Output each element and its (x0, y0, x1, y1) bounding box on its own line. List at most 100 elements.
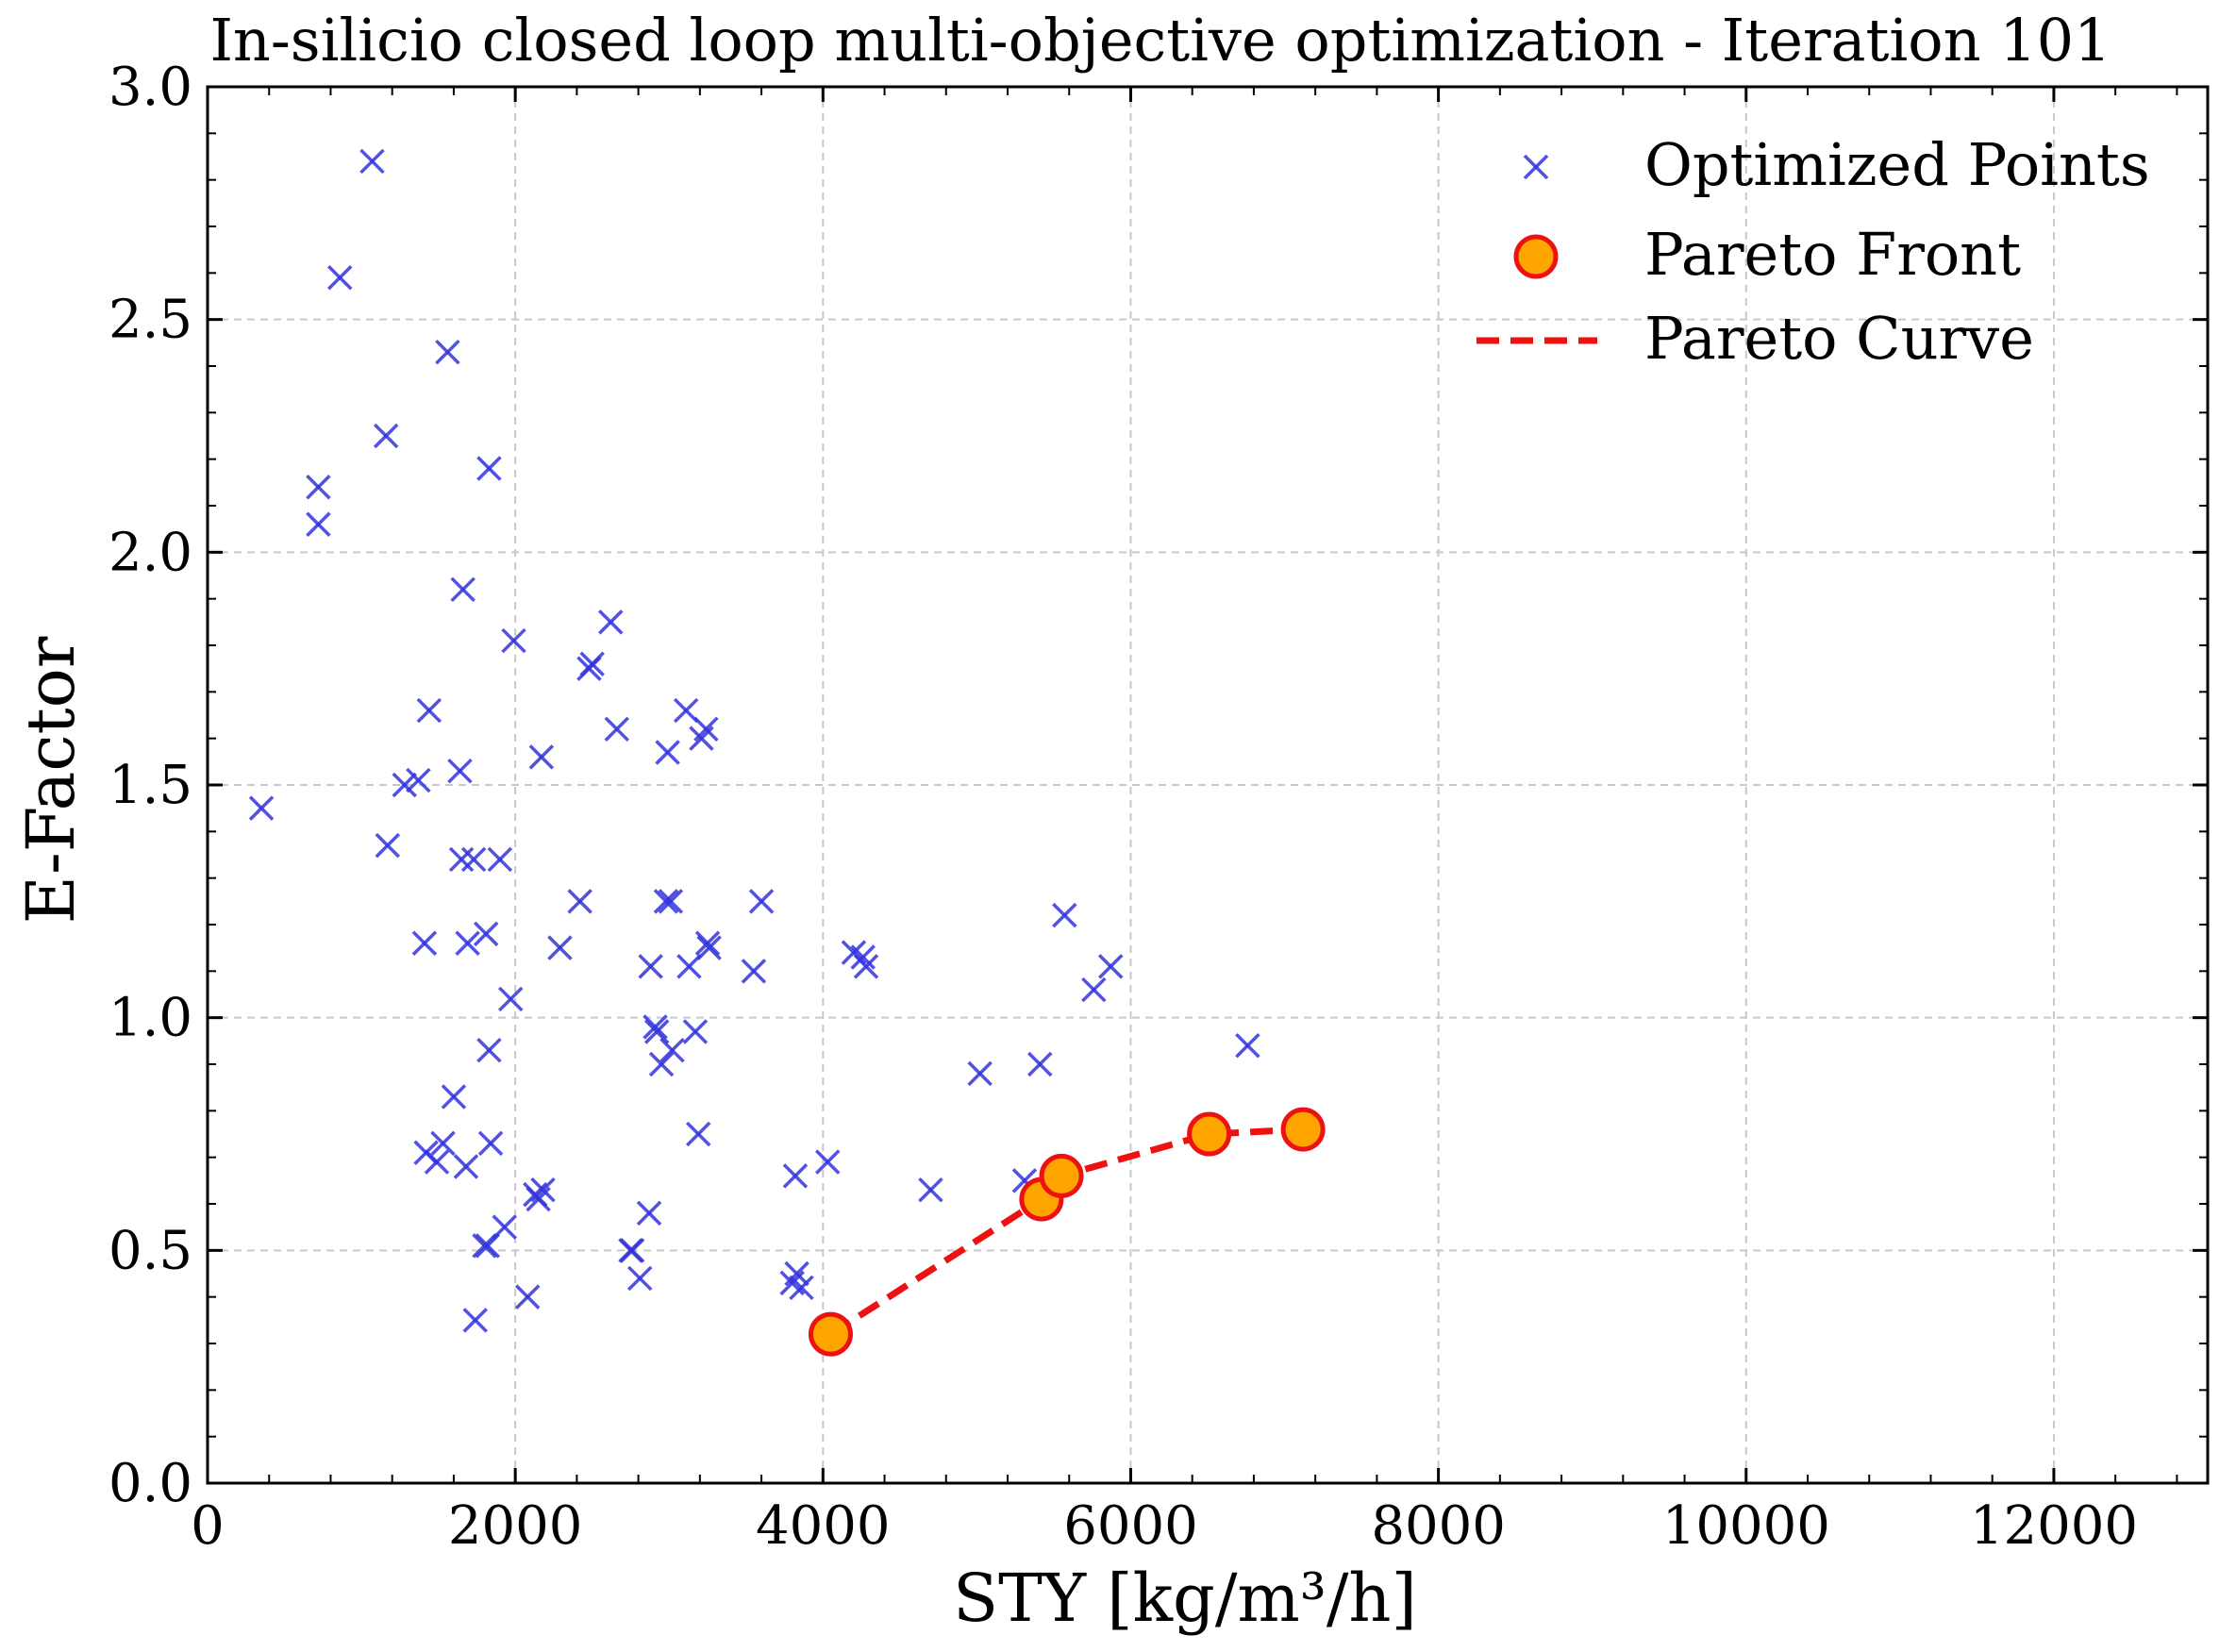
optimized-point (455, 930, 480, 956)
plot-frame (206, 85, 2210, 1485)
optimized-point (475, 1233, 501, 1259)
x-marker-stroke (1052, 902, 1077, 928)
x-marker-stroke (967, 1060, 993, 1087)
optimized-point (689, 726, 714, 751)
x-marker-stroke (1235, 1033, 1260, 1059)
optimized-point (462, 1308, 488, 1333)
x-marker-stroke (392, 772, 417, 798)
x-tick-label: 6000 (1063, 1495, 1198, 1557)
optimized-point (619, 1238, 645, 1263)
legend-label-pareto-front: Pareto Front (1644, 220, 2021, 289)
optimized-point (659, 1037, 685, 1063)
x-axis-title: STY [kg/m³/h] (953, 1560, 1417, 1637)
legend-item-pareto-curve: Pareto Curve (1477, 304, 2034, 373)
optimized-point (447, 758, 473, 784)
optimized-point (501, 627, 526, 654)
x-marker-stroke (306, 511, 331, 537)
optimized-point (1235, 1033, 1260, 1059)
x-marker-stroke (359, 148, 385, 175)
x-marker-stroke (682, 1019, 709, 1044)
x-tick-label: 12000 (1970, 1495, 2138, 1557)
x-marker-stroke (460, 846, 487, 873)
optimized-point (411, 930, 438, 956)
x-marker-stroke (850, 944, 876, 970)
x-marker-stroke (430, 1130, 456, 1157)
x-marker-stroke (514, 1284, 541, 1310)
optimized-point (476, 1037, 502, 1063)
x-marker-stroke (779, 1270, 805, 1296)
x-marker-stroke (643, 1019, 670, 1044)
optimized-point (741, 959, 767, 984)
x-marker-stroke (476, 1037, 502, 1063)
optimized-point (642, 1014, 668, 1040)
x-marker-stroke (448, 846, 475, 873)
optimized-point (476, 456, 502, 481)
x-tick-label: 10000 (1662, 1495, 1830, 1557)
y-tick-label: 2.5 (108, 290, 192, 351)
optimized-point (676, 954, 702, 979)
x-marker-stroke (598, 609, 624, 635)
x-marker-stroke (659, 1037, 685, 1063)
chart-title: In-silicio closed loop multi-objective o… (209, 6, 2111, 75)
legend-label-pareto-curve: Pareto Curve (1644, 304, 2034, 373)
optimized-point (682, 1019, 709, 1044)
x-marker-stroke (658, 889, 684, 914)
x-marker-stroke (476, 456, 502, 481)
optimized-point (658, 889, 684, 914)
x-marker-stroke (782, 1163, 809, 1189)
x-marker-stroke (853, 954, 879, 979)
x-marker-stroke (248, 795, 275, 821)
optimized-point (789, 1275, 814, 1301)
optimized-point (424, 1149, 450, 1175)
optimized-point (472, 1233, 497, 1259)
legend-label-optimized-points: Optimized Points (1644, 130, 2150, 199)
x-marker-stroke (441, 1084, 467, 1110)
optimized-point (392, 772, 417, 798)
pareto-front-point (1187, 1111, 1232, 1157)
optimized-point (526, 1186, 551, 1212)
optimized-point (673, 697, 699, 724)
optimized-point (359, 148, 385, 175)
x-marker-stroke (918, 1176, 943, 1203)
x-marker-stroke (475, 1233, 501, 1259)
optimized-point (638, 954, 663, 979)
optimized-point (814, 1149, 841, 1175)
optimized-point (748, 889, 775, 914)
pareto-front-point (1039, 1153, 1084, 1198)
legend-x-marker-icon (1523, 154, 1549, 180)
optimized-point (487, 846, 513, 873)
optimized-point (604, 716, 630, 743)
optimized-point (477, 1130, 504, 1157)
x-marker-stroke (814, 1149, 841, 1175)
optimized-point (694, 930, 721, 956)
optimized-point (306, 475, 331, 500)
y-axis-title: E-Factor (12, 636, 90, 924)
x-marker-stroke (1098, 954, 1124, 979)
x-marker-stroke (696, 935, 722, 960)
optimized-point (850, 944, 876, 970)
x-marker-stroke (462, 1308, 488, 1333)
optimized-point (782, 1163, 809, 1189)
y-tick-label: 0.0 (108, 1453, 192, 1514)
y-tick-label: 1.0 (108, 988, 192, 1049)
optimized-point (579, 651, 605, 676)
legend-item-pareto-front: Pareto Front (1513, 220, 2021, 289)
optimized-point (453, 1154, 479, 1179)
x-marker-stroke (424, 1149, 450, 1175)
optimized-point (685, 1121, 711, 1147)
optimized-point (967, 1060, 993, 1087)
x-marker-stroke (789, 1275, 814, 1301)
x-tick-label: 2000 (448, 1495, 583, 1557)
x-marker-stroke (547, 935, 573, 960)
optimized-point (598, 609, 624, 635)
x-marker-stroke (694, 930, 721, 956)
x-marker-stroke (487, 846, 513, 873)
optimized-point (450, 576, 476, 603)
optimized-point (636, 1200, 662, 1226)
x-marker-stroke (306, 475, 331, 500)
optimized-point (643, 1019, 670, 1044)
x-marker-stroke (579, 651, 605, 676)
x-marker-stroke (435, 339, 460, 365)
optimized-point (460, 846, 487, 873)
